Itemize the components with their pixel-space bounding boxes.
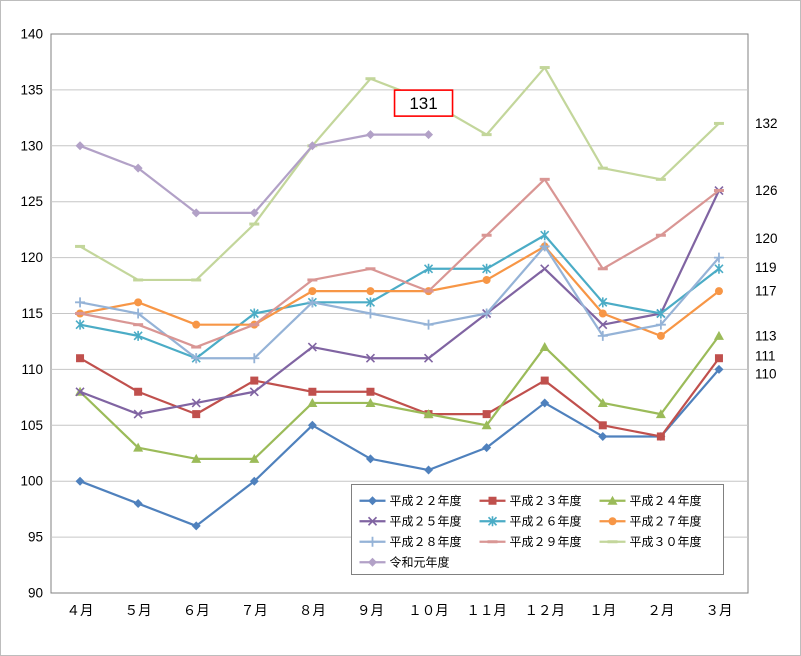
svg-text:３月: ３月 — [705, 603, 732, 618]
svg-text:120: 120 — [20, 250, 43, 265]
svg-text:117: 117 — [755, 284, 777, 299]
series-1 — [75, 364, 724, 531]
legend-item-2[interactable]: 平成２３年度 — [479, 493, 582, 508]
svg-text:平成２３年度: 平成２３年度 — [510, 493, 582, 508]
legend-item-3[interactable]: 平成２４年度 — [599, 493, 702, 508]
legend-item-8[interactable]: 平成２９年度 — [479, 534, 582, 549]
svg-text:７月: ７月 — [241, 603, 268, 618]
svg-text:平成２８年度: 平成２８年度 — [390, 534, 462, 549]
svg-text:５月: ５月 — [125, 603, 152, 618]
svg-text:126: 126 — [755, 183, 778, 198]
series-10 — [75, 130, 434, 218]
legend-item-1[interactable]: 平成２２年度 — [359, 493, 462, 508]
svg-text:平成２４年度: 平成２４年度 — [630, 493, 702, 508]
svg-text:平成２６年度: 平成２６年度 — [510, 513, 582, 528]
svg-text:２月: ２月 — [647, 603, 674, 618]
series-7 — [75, 241, 724, 364]
svg-text:平成２９年度: 平成２９年度 — [510, 534, 582, 549]
svg-text:130: 130 — [20, 138, 43, 153]
end-value-labels: 132 126 120 119 117 113 111 110 — [755, 116, 778, 381]
legend-item-6[interactable]: 平成２７年度 — [599, 513, 702, 528]
svg-text:平成２７年度: 平成２７年度 — [630, 513, 702, 528]
svg-text:132: 132 — [755, 116, 778, 131]
legend-item-9[interactable]: 平成３０年度 — [599, 534, 702, 549]
annotation-box — [393, 89, 454, 117]
svg-text:４月: ４月 — [67, 603, 94, 618]
svg-text:平成２５年度: 平成２５年度 — [390, 513, 462, 528]
series-5 — [75, 230, 724, 364]
x-axis-labels: ４月 ５月 ６月 ７月 ８月 ９月 １０月 １１月 １２月 １月 ２月 ３月 — [67, 603, 733, 618]
legend-item-4[interactable]: 平成２５年度 — [359, 513, 462, 528]
svg-text:令和元年度: 令和元年度 — [390, 554, 450, 569]
svg-text:110: 110 — [21, 362, 43, 377]
series-8 — [75, 177, 724, 349]
svg-text:８月: ８月 — [299, 603, 326, 618]
svg-text:120: 120 — [755, 231, 778, 246]
svg-text:115: 115 — [21, 306, 43, 321]
svg-text:９月: ９月 — [357, 603, 384, 618]
legend-item-7[interactable]: 平成２８年度 — [359, 534, 462, 549]
svg-text:平成２２年度: 平成２２年度 — [390, 493, 462, 508]
svg-text:１月: １月 — [589, 603, 616, 618]
svg-text:113: 113 — [755, 328, 777, 343]
svg-text:111: 111 — [755, 348, 776, 363]
svg-text:１２月: １２月 — [524, 603, 565, 618]
svg-text:平成３０年度: 平成３０年度 — [630, 534, 702, 549]
svg-text:１１月: １１月 — [466, 603, 507, 618]
svg-text:135: 135 — [20, 82, 43, 97]
series-6 — [76, 242, 723, 340]
legend-box — [351, 484, 724, 575]
legend-item-10[interactable]: 令和元年度 — [359, 554, 450, 569]
svg-text:６月: ６月 — [183, 603, 210, 618]
svg-text:100: 100 — [20, 474, 43, 489]
svg-text:１０月: １０月 — [408, 603, 449, 618]
y-axis-labels: 90 95 100 105 110 115 120 125 130 135 140 — [20, 27, 43, 601]
svg-text:90: 90 — [28, 586, 43, 601]
annotation-callout: 131 — [393, 89, 454, 117]
svg-text:95: 95 — [28, 530, 43, 545]
svg-text:119: 119 — [755, 260, 777, 275]
legend-item-5[interactable]: 平成２６年度 — [479, 513, 582, 528]
svg-text:125: 125 — [20, 194, 43, 209]
svg-text:110: 110 — [755, 366, 777, 381]
svg-text:140: 140 — [20, 27, 43, 42]
svg-text:105: 105 — [20, 418, 43, 433]
annotation-text: 131 — [409, 94, 437, 113]
